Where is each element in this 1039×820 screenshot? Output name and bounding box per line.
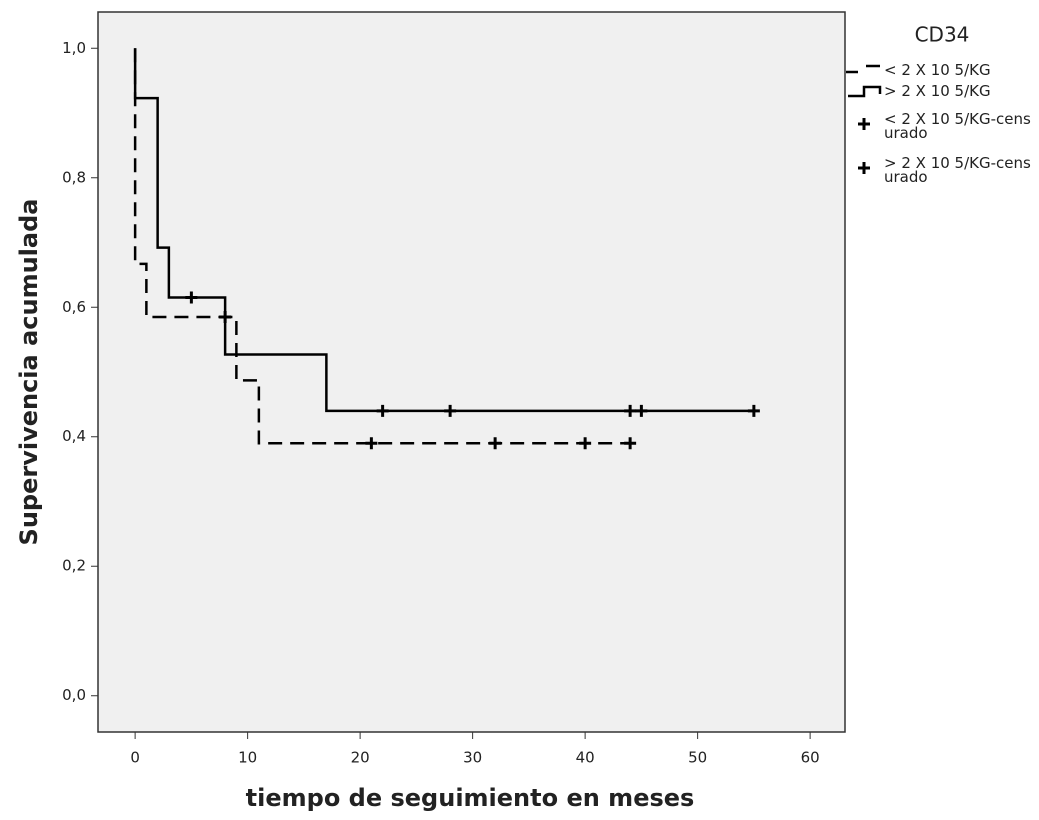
x-tick-label: 20 — [351, 749, 370, 767]
y-axis-label: Supervivencia acumulada — [15, 199, 43, 546]
legend-label: < 2 X 10 5/KG — [884, 63, 991, 79]
y-tick-label: 0,2 — [62, 557, 86, 575]
legend-item: > 2 X 10 5/KG-censurado — [884, 156, 1031, 186]
legend-item: < 2 X 10 5/KG-censurado — [884, 112, 1031, 142]
legend-item: > 2 X 10 5/KG — [884, 84, 991, 100]
y-tick-label: 0,8 — [62, 168, 86, 186]
y-tick-label: 1,0 — [62, 39, 86, 57]
censor-mark — [489, 437, 502, 450]
censor-mark — [219, 310, 232, 323]
legend-label: > 2 X 10 5/KG-censurado — [884, 156, 1031, 186]
censor-mark — [376, 404, 389, 417]
legend-symbol — [846, 64, 880, 74]
legend-symbol — [848, 85, 882, 98]
survival-line — [133, 48, 631, 445]
censor-mark — [635, 404, 648, 417]
x-tick-label: 60 — [801, 749, 820, 767]
x-tick-label: 30 — [463, 749, 482, 767]
series-layer — [133, 48, 760, 450]
legend-label: > 2 X 10 5/KG — [884, 84, 991, 100]
legend-item: < 2 X 10 5/KG — [884, 63, 991, 79]
censor-mark — [858, 118, 870, 130]
y-tick-label: 0,0 — [62, 686, 86, 704]
x-tick-label: 10 — [238, 749, 257, 767]
censor-mark — [624, 437, 637, 450]
y-tick-label: 0,6 — [62, 298, 86, 316]
censor-mark — [365, 437, 378, 450]
x-tick-label: 50 — [688, 749, 707, 767]
censor-mark — [579, 437, 592, 450]
x-axis-label: tiempo de seguimiento en meses — [246, 784, 695, 812]
censor-mark — [747, 404, 760, 417]
censor-mark — [185, 291, 198, 304]
x-tick-label: 40 — [576, 749, 595, 767]
censor-mark — [624, 404, 637, 417]
x-tick-label: 0 — [130, 749, 140, 767]
censor-mark — [444, 404, 457, 417]
y-tick-label: 0,4 — [62, 427, 86, 445]
legend-label: < 2 X 10 5/KG-censurado — [884, 112, 1031, 142]
plot-area — [97, 11, 846, 733]
survival-line — [133, 48, 754, 413]
legend-title: CD34 — [915, 23, 970, 47]
censor-mark — [858, 162, 870, 174]
